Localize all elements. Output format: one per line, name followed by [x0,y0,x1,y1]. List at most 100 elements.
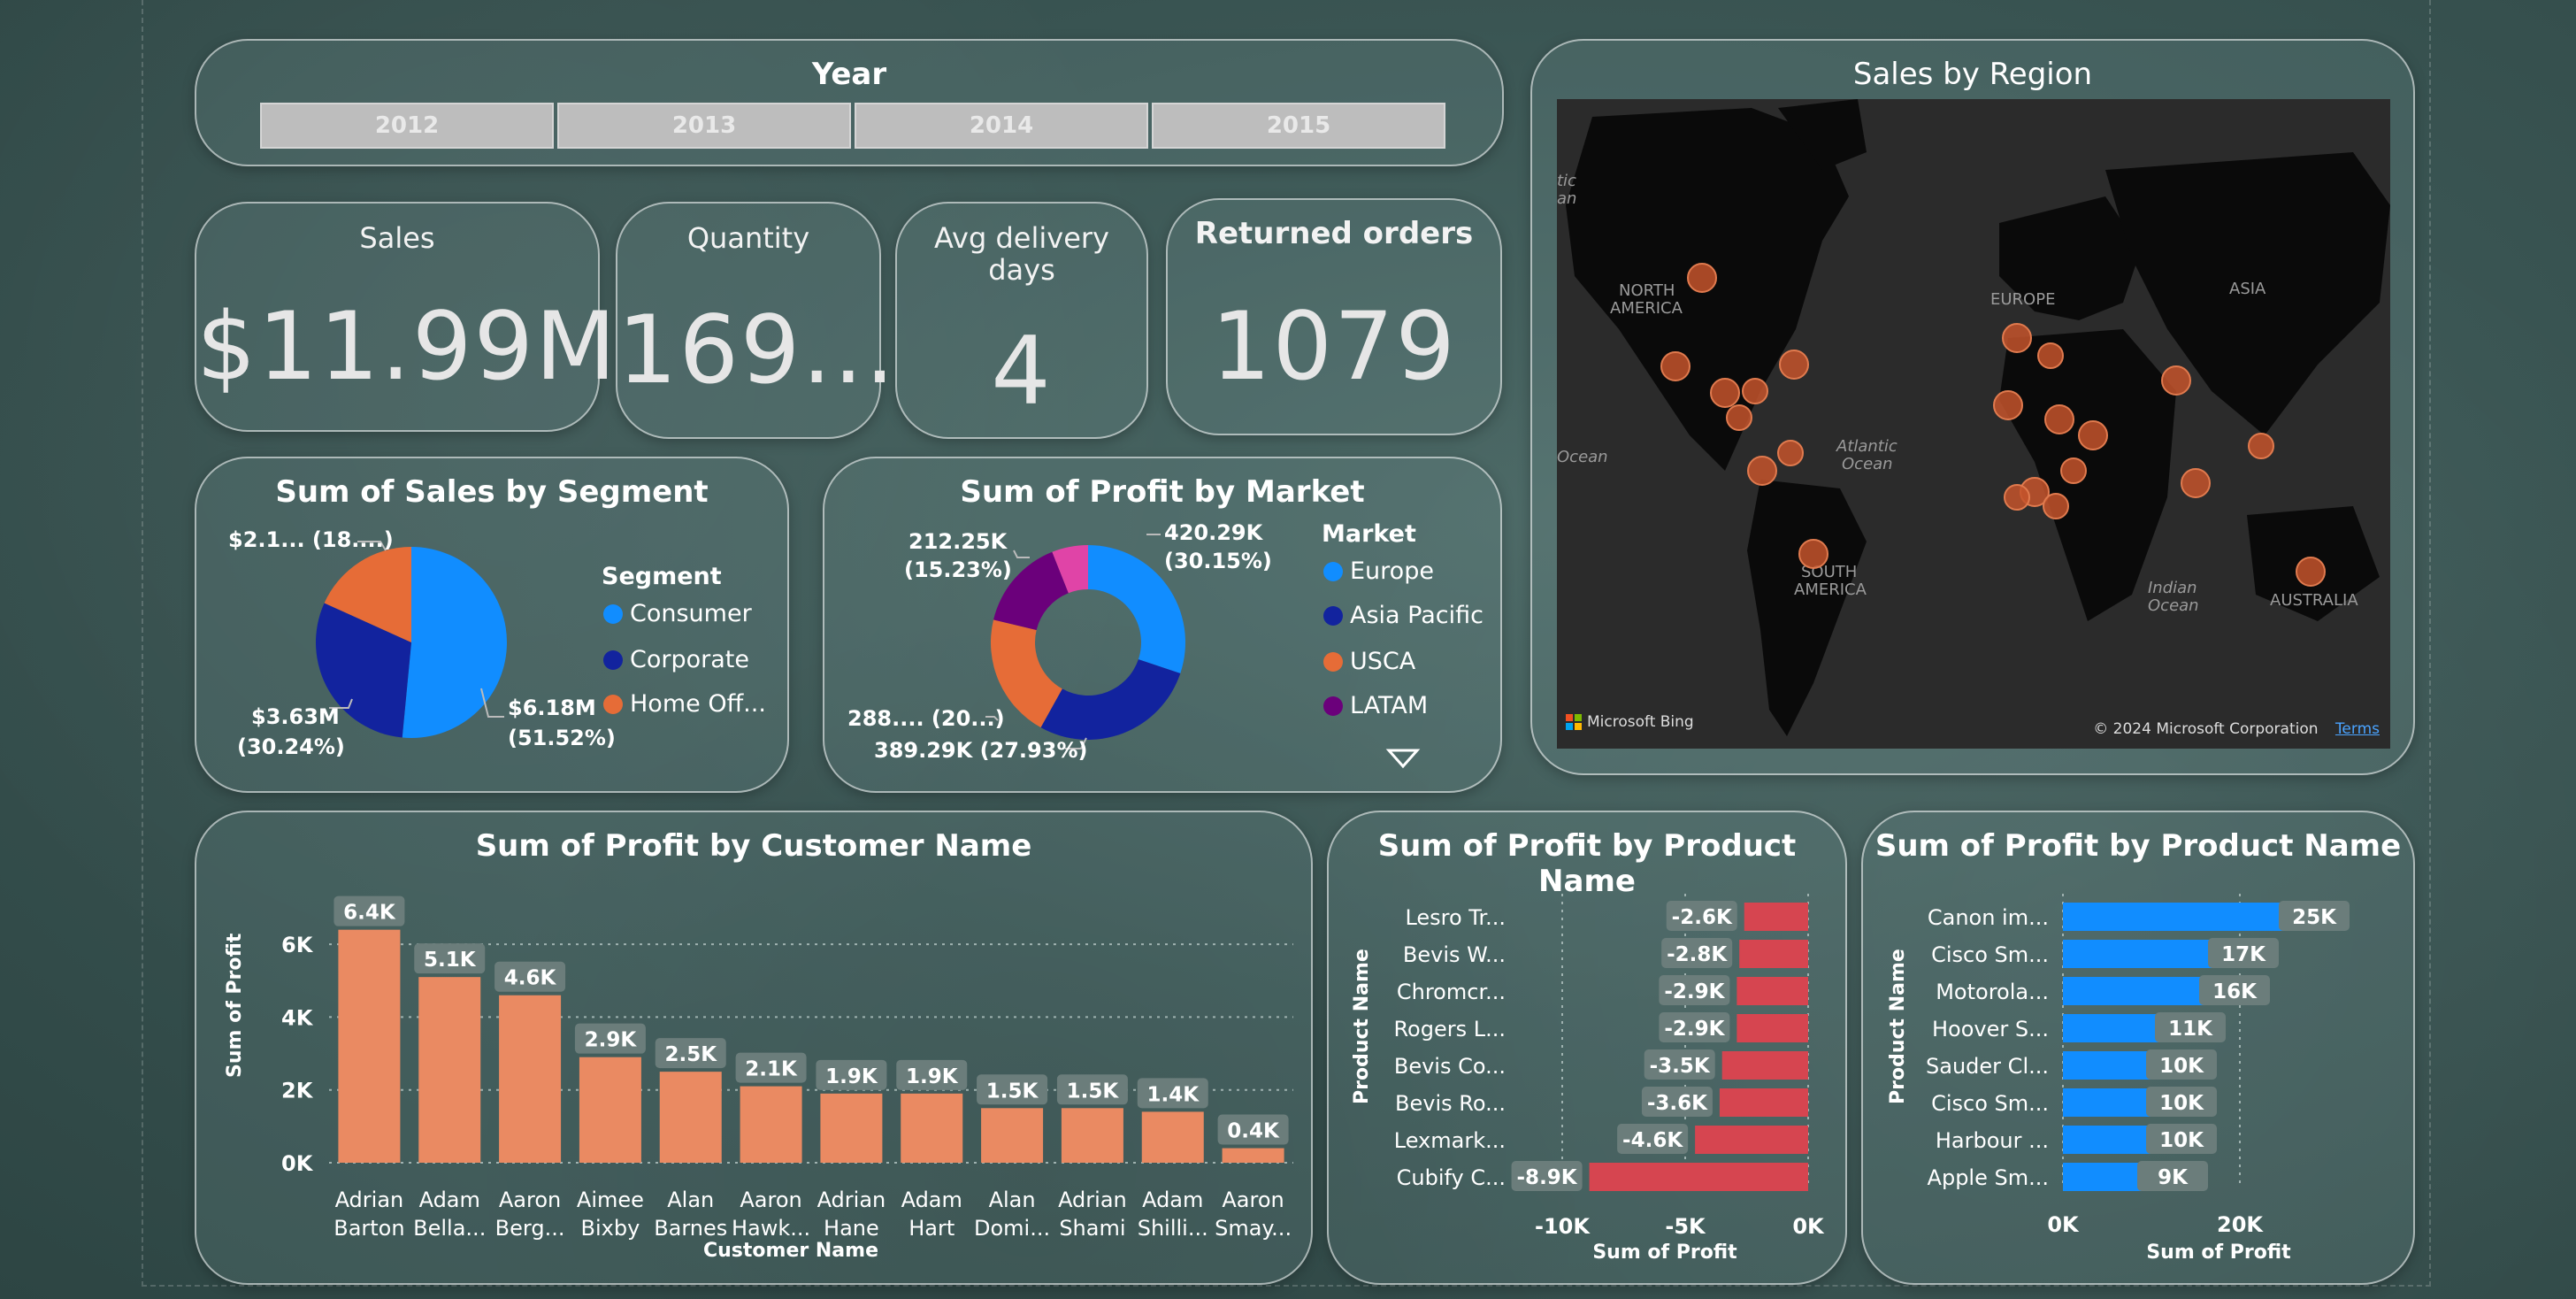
legend-item-latam[interactable]: LATAM [1323,692,1428,719]
pie-slice-consumer[interactable] [402,547,508,738]
legend-label: Consumer [630,600,752,627]
segment-pie-chart [316,541,508,738]
data-label-bg [1641,1087,1713,1117]
data-label-bg [414,943,486,974]
y-tick-label: Bevis Ro... [1395,1091,1506,1116]
data-label: 10K [2159,1129,2204,1152]
donut-slice-usca[interactable] [991,619,1062,728]
donut-label-europe-pct: (30.15%) [1164,549,1272,573]
data-label-bg [2146,1124,2217,1154]
data-label: 10K [2159,1055,2204,1078]
x-tick-label: Barnes [654,1216,727,1241]
bubble [2296,557,2326,587]
x-tick-label: Adam [419,1188,480,1212]
data-label-bg [1661,938,1733,968]
data-label: 1.4K [1146,1083,1200,1106]
pie-slice-corporate[interactable] [316,603,411,738]
pie-label-corporate-value: $3.63M [251,704,340,729]
x-tick-label: Adrian [817,1188,886,1212]
map-viewport[interactable]: NORTH AMERICA EUROPE ASIA SOUTH AMERICA … [1557,99,2390,749]
x-tick-label: Aaron [499,1188,561,1212]
legend-dot [603,694,623,714]
year-button-2015[interactable]: 2015 [1152,103,1445,149]
product-loss-title: Sum of Profit by Product Name [1377,828,1797,899]
data-label: -4.6K [1622,1129,1683,1152]
data-label: -3.6K [1647,1092,1708,1115]
bar [2063,1088,2151,1117]
pie-label-consumer-value: $6.18M [508,696,596,720]
donut-label-latam-pct: (15.23%) [904,557,1012,582]
legend-item-europe[interactable]: Europe [1323,557,1434,585]
x-axis-title: Sum of Profit [2146,1241,2291,1264]
legend-item-asia-pacific[interactable]: Asia Pacific [1323,602,1484,629]
data-label: -2.9K [1664,980,1725,1003]
year-button-2013[interactable]: 2013 [557,103,851,149]
bar [418,977,481,1163]
x-tick-label: Alan [989,1188,1036,1212]
legend-scroll-down-icon[interactable] [1385,747,1421,770]
donut-label-latam-value: 212.25K [908,529,1008,554]
map-label-america: AMERICA [1610,299,1683,318]
map-label-ocean-left: Ocean [1557,448,1608,466]
y-tick-label: Motorola... [1936,980,2049,1004]
data-label-bg [2279,901,2350,931]
x-tick-label: Barton [334,1216,404,1241]
data-label: 9K [2158,1166,2189,1189]
x-tick-label: Hawk... [732,1216,810,1241]
avg-delivery-kpi-card[interactable]: Avg delivery days 4 [895,202,1148,439]
legend-item-usca[interactable]: USCA [1323,648,1415,675]
data-label-bg [977,1074,1048,1105]
data-label-bg [1659,1012,1730,1042]
x-tick-label: -5K [1665,1214,1706,1239]
map-label-atlantic: Atlantic [1836,437,1898,456]
data-label-bg [2155,1012,2226,1042]
year-button-2012[interactable]: 2012 [260,103,554,149]
pie-slice-home-office[interactable] [324,547,411,642]
donut-slice-asia-pacific[interactable] [1040,659,1181,740]
segment-pie-title: Sum of Sales by Segment [275,474,709,510]
x-tick-label: Bixby [581,1216,640,1241]
bubble [2043,493,2069,519]
y-tick-label: Bevis Co... [1394,1054,1506,1079]
sales-map-card: Sales by Region NORTH AMERICA [1530,39,2415,775]
returned-orders-kpi-card[interactable]: Returned orders 1079 [1166,198,1502,435]
legend-item-home-office[interactable]: Home Off... [603,690,766,718]
bing-attribution[interactable]: Microsoft Bing [1566,713,1694,731]
map-copyright: © 2024 Microsoft Corporation [2093,720,2319,738]
donut-slice-europe[interactable] [1088,545,1185,673]
bar [820,1093,883,1163]
y-tick-label: Cisco Sm... [1931,1091,2049,1116]
map-terms-link[interactable]: Terms [2334,720,2380,738]
bar [1589,1163,1808,1191]
bar [2063,977,2204,1005]
leader-line [480,688,504,718]
leader-line [1065,737,1087,749]
donut-slice-other[interactable] [1052,545,1088,594]
avg-delivery-kpi-label-line2: days [988,253,1055,287]
product-loss-card: Sum of Profit by Product Name -10K -5K 0K L… [1327,811,1847,1285]
donut-label-usca: 288.... (20...) [847,706,1005,731]
sales-kpi-card[interactable]: Sales $11.99M [195,202,616,432]
y-tick-label: Apple Sm... [1928,1165,2049,1190]
legend-item-corporate[interactable]: Corporate [603,646,749,673]
bubble [1993,390,2023,420]
data-label: 1.5K [986,1080,1039,1103]
bubble [1742,378,1768,404]
data-label: 10K [2159,1092,2204,1115]
x-tick-label: Aaron [740,1188,801,1212]
bar [2063,903,2284,931]
quantity-kpi-card[interactable]: Quantity 169... [616,202,897,439]
year-button-2014[interactable]: 2014 [855,103,1148,149]
data-label-bg [1217,1114,1289,1145]
bubble [1687,263,1717,293]
y-tick-label: Sauder Cl... [1926,1054,2049,1079]
donut-slice-latam[interactable] [993,551,1069,630]
y-tick-label: Rogers L... [1393,1017,1506,1042]
quantity-kpi-value: 169... [617,296,897,404]
legend-dot [603,650,623,670]
x-tick-label: Alan [667,1188,714,1212]
bubble [2060,457,2087,484]
legend-item-consumer[interactable]: Consumer [603,600,752,627]
customer-profit-chart: 0K 2K 4K 6K Sum of Profit 6.4K Adrian Barton 5.1… [224,895,1293,1262]
continent-greenland [1778,99,1867,170]
